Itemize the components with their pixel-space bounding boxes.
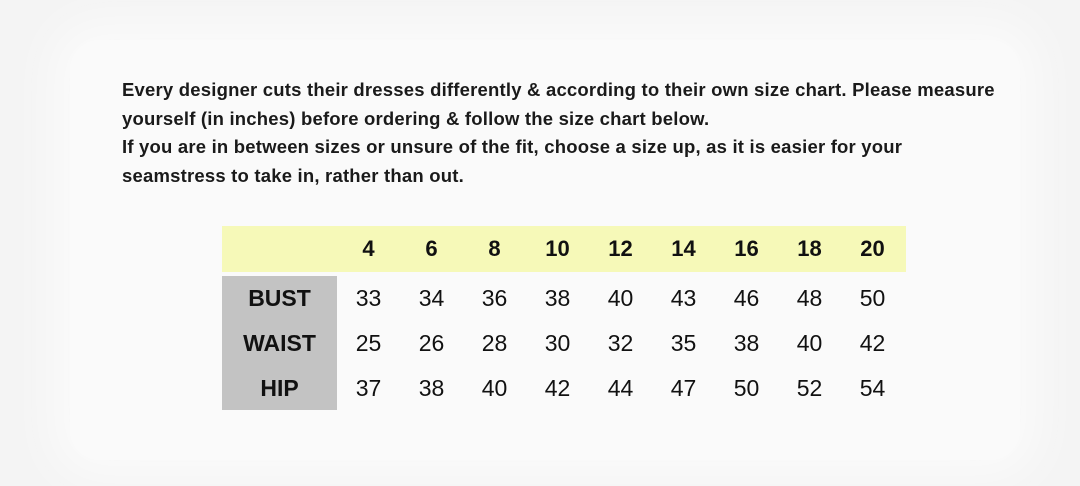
measurement-value: 47 [670,375,697,401]
measurement-value: 52 [796,375,823,401]
measurement-value: 33 [355,285,382,311]
corner-cell [222,226,337,272]
measurement-value: 46 [733,285,760,311]
label-column-background [222,276,337,410]
size-header-cell: 20 [860,236,885,261]
table-row: BUST 33 34 36 38 40 43 46 48 50 [222,276,904,321]
measurement-value: 28 [481,330,508,356]
measurement-label: WAIST [243,330,316,356]
measurement-value: 38 [544,285,571,311]
measurement-value: 35 [670,330,697,356]
measurement-value: 30 [544,330,571,356]
size-header-cell: 18 [797,236,822,261]
measurement-value: 38 [418,375,445,401]
measurement-label: BUST [248,285,311,311]
measurement-value: 44 [607,375,634,401]
table-row: WAIST 25 26 28 30 32 35 38 40 42 [222,321,904,366]
measurement-value: 48 [796,285,823,311]
measurement-value: 32 [607,330,634,356]
size-header-cell: 8 [488,236,501,261]
measurement-value: 34 [418,285,445,311]
size-header-cell: 10 [545,236,570,261]
measurement-value: 50 [733,375,760,401]
measurement-value: 43 [670,285,697,311]
size-header-cell: 16 [734,236,759,261]
table-row: HIP 37 38 40 42 44 47 50 52 54 [222,366,904,411]
header-band [222,226,906,272]
size-chart-table: 4 6 8 10 12 14 16 18 20 BUST 33 34 36 38 40 43 46 48 50 WA… [222,226,904,411]
measurement-value: 50 [859,285,886,311]
measurement-value: 40 [607,285,634,311]
measurement-value: 26 [418,330,445,356]
intro-paragraph-1: Every designer cuts their dresses differ… [122,79,995,129]
measurement-value: 38 [733,330,760,356]
size-header-cell: 6 [425,236,438,261]
measurement-value: 25 [355,330,382,356]
measurement-value: 42 [544,375,571,401]
measurement-value: 54 [859,375,886,401]
size-header-row: 4 6 8 10 12 14 16 18 20 [222,226,904,272]
intro-text: Every designer cuts their dresses differ… [122,76,1002,190]
measurement-value: 40 [796,330,823,356]
size-header-cell: 12 [608,236,633,261]
measurement-value: 37 [355,375,382,401]
size-header-cell: 4 [362,236,375,261]
intro-paragraph-2: If you are in between sizes or unsure of… [122,136,903,186]
measurement-value: 40 [481,375,508,401]
measurement-value: 36 [481,285,508,311]
measurement-value: 42 [859,330,886,356]
size-header-cell: 14 [671,236,696,261]
measurement-label: HIP [260,375,299,401]
